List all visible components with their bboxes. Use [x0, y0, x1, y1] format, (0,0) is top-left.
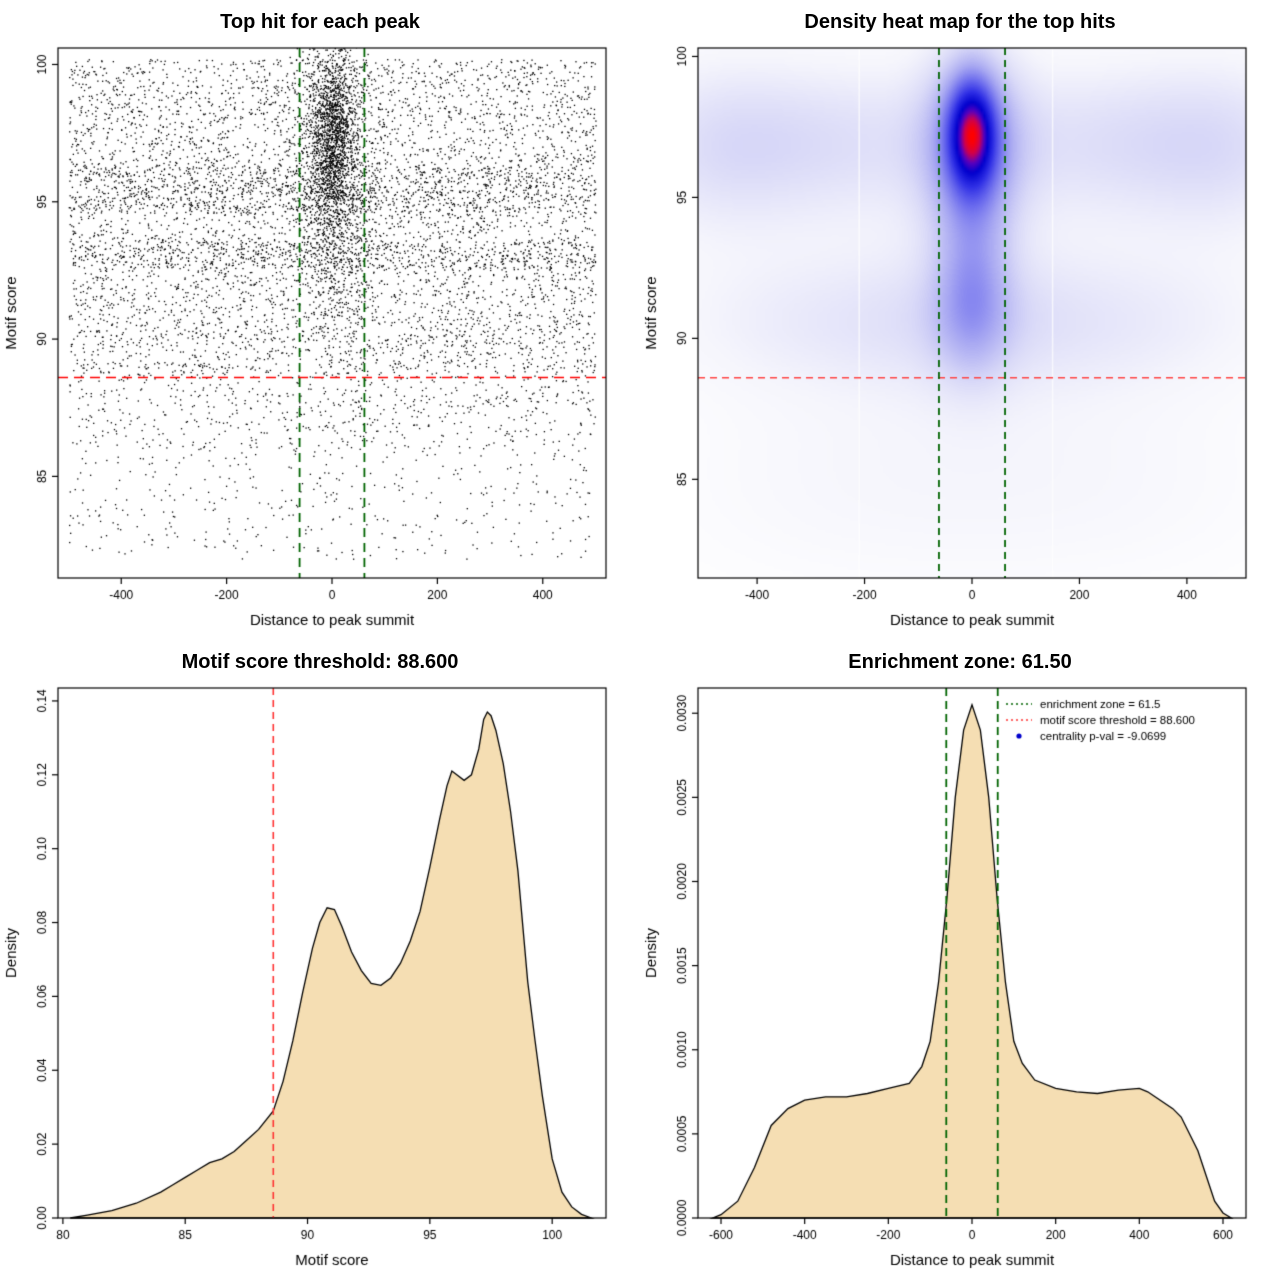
heatmap-title: Density heat map for the top hits	[804, 11, 1116, 33]
enrichment-zone-density-canvas	[640, 680, 1280, 1280]
enrichment-zone-title: Enrichment zone: 61.50	[848, 651, 1072, 673]
motif-score-threshold-title: Motif score threshold: 88.600	[181, 651, 459, 673]
scatter-plot-canvas	[0, 40, 640, 640]
scatter-title: Top hit for each peak	[220, 11, 420, 33]
panel-top-hit-scatter: Top hit for each peak	[0, 0, 640, 640]
panel-motif-score-density: Motif score threshold: 88.600	[0, 640, 640, 1280]
motif-score-density-canvas	[0, 680, 640, 1280]
panel-density-heatmap: Density heat map for the top hits	[640, 0, 1280, 640]
heatmap-canvas	[640, 40, 1280, 640]
panel-enrichment-zone-density: Enrichment zone: 61.50	[640, 640, 1280, 1280]
